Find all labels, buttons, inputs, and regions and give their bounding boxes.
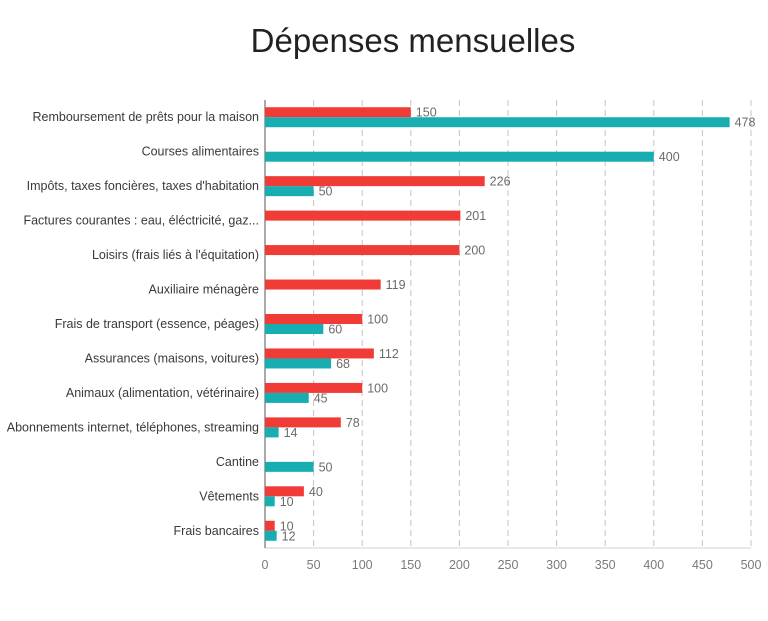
data-label: 400 (659, 150, 680, 164)
category-label: Frais bancaires (174, 524, 259, 538)
bar-series-2 (265, 117, 730, 128)
category-label: Abonnements internet, téléphones, stream… (7, 420, 259, 434)
bar-series-1 (265, 314, 363, 324)
x-tick-label: 350 (595, 558, 616, 572)
data-label: 478 (735, 116, 756, 130)
category-label: Cantine (216, 455, 259, 469)
data-label: 200 (464, 244, 485, 258)
category-label: Loisirs (frais liés à l'équitation) (92, 248, 259, 262)
category-label: Frais de transport (essence, péages) (55, 317, 259, 331)
category-label: Impôts, taxes foncières, taxes d'habitat… (27, 179, 259, 193)
bar-series-2 (265, 392, 309, 403)
data-label: 10 (280, 519, 294, 533)
chart-title: Dépenses mensuelles (251, 22, 576, 59)
x-tick-label: 200 (449, 558, 470, 572)
data-label: 50 (319, 185, 333, 199)
category-label: Courses alimentaires (142, 145, 259, 159)
bar-series-2 (265, 186, 314, 197)
x-tick-label: 450 (692, 558, 713, 572)
bar-series-2 (265, 530, 277, 541)
category-label: Animaux (alimentation, vétérinaire) (66, 386, 259, 400)
x-tick-label: 400 (643, 558, 664, 572)
x-tick-label: 500 (741, 558, 762, 572)
bar-series-1 (265, 245, 460, 256)
data-label: 12 (282, 529, 296, 543)
bar-series-2 (265, 496, 275, 507)
data-label: 40 (309, 485, 323, 499)
data-label: 45 (314, 391, 328, 405)
data-label: 10 (280, 495, 294, 509)
data-label: 14 (284, 426, 298, 440)
data-label: 68 (336, 357, 350, 371)
bar-layer (265, 107, 730, 541)
bar-series-2 (265, 461, 314, 472)
x-tick-label: 0 (262, 558, 269, 572)
data-label: 78 (346, 416, 360, 430)
x-tick-label: 300 (546, 558, 567, 572)
bar-series-2 (265, 324, 324, 334)
bar-series-1 (265, 210, 461, 221)
bar-series-1 (265, 176, 485, 187)
category-label: Remboursement de prêts pour la maison (32, 110, 259, 124)
data-label: 226 (490, 175, 511, 189)
bar-series-1 (265, 348, 374, 359)
data-label: 201 (465, 209, 486, 223)
bar-series-1 (265, 279, 381, 290)
category-label: Assurances (maisons, voitures) (85, 351, 259, 365)
category-label: Factures courantes : eau, éléctricité, g… (23, 214, 259, 228)
x-tick-label: 50 (307, 558, 321, 572)
bar-series-2 (265, 427, 279, 438)
grid-layer (313, 100, 752, 548)
x-tick-label: 150 (400, 558, 421, 572)
data-label: 112 (379, 347, 399, 361)
bar-series-2 (265, 358, 332, 369)
bar-series-1 (265, 382, 363, 393)
bar-series-1 (265, 486, 304, 497)
x-tick-label: 250 (498, 558, 519, 572)
x-tick-label: 100 (352, 558, 373, 572)
category-label: Vêtements (199, 489, 259, 503)
category-label: Auxiliaire ménagère (149, 283, 260, 297)
data-label: 119 (386, 278, 406, 292)
data-label: 100 (367, 381, 388, 395)
label-layer: 0 50 100 150 200 250 300 350 400 450 500 Remboursem… (7, 106, 762, 572)
bar-series-1 (265, 417, 341, 428)
bar-series-1 (265, 520, 275, 531)
bar-series-1 (265, 107, 411, 118)
data-label: 100 (367, 313, 388, 327)
data-label: 150 (416, 106, 437, 120)
bar-series-2 (265, 151, 654, 162)
data-label: 50 (319, 460, 333, 474)
data-label: 60 (328, 323, 342, 337)
